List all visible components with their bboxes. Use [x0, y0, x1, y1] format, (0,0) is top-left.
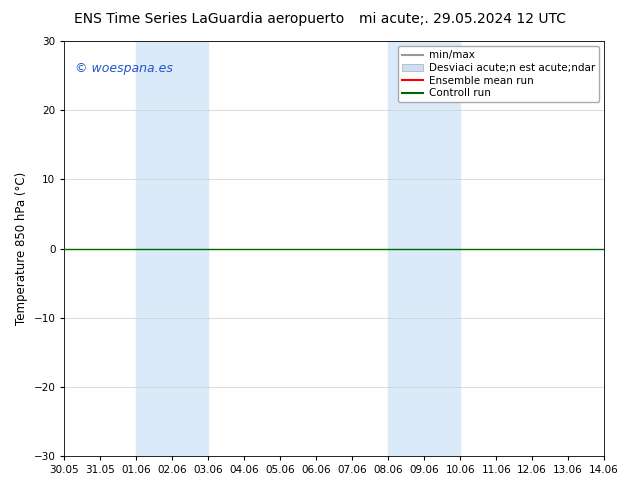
Legend: min/max, Desviaci acute;n est acute;ndar, Ensemble mean run, Controll run: min/max, Desviaci acute;n est acute;ndar… — [398, 46, 599, 102]
Text: © woespana.es: © woespana.es — [75, 62, 173, 75]
Text: ENS Time Series LaGuardia aeropuerto: ENS Time Series LaGuardia aeropuerto — [74, 12, 344, 26]
Bar — [136, 41, 209, 456]
Y-axis label: Temperature 850 hPa (°C): Temperature 850 hPa (°C) — [15, 172, 28, 325]
Bar — [388, 41, 460, 456]
Text: mi acute;. 29.05.2024 12 UTC: mi acute;. 29.05.2024 12 UTC — [359, 12, 566, 26]
